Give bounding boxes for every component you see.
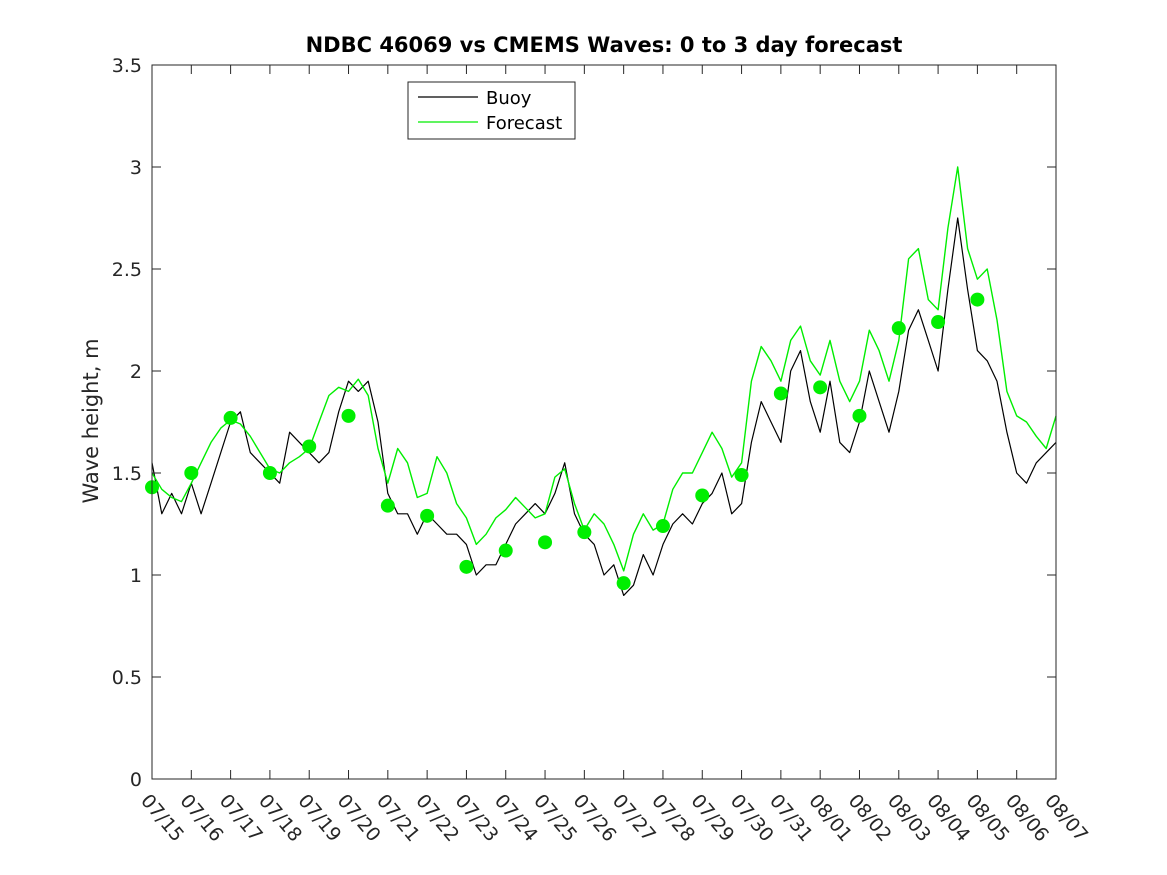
y-tick-label: 2 [130,361,142,383]
forecast-marker [616,576,631,591]
legend: Buoy Forecast [407,81,576,140]
forecast-marker [655,519,670,534]
y-tick-label: 3.5 [112,55,142,77]
forecast-marker [734,468,749,483]
y-tick-label: 1 [130,565,142,587]
forecast-marker [459,559,474,574]
forecast-marker [184,466,199,480]
y-tick-label: 2.5 [112,259,142,281]
forecast-marker [538,535,553,550]
y-axis-label: Wave height, m [79,338,103,503]
forecast-marker [498,543,513,558]
y-tick-label: 0.5 [112,667,142,689]
forecast-marker [891,321,906,336]
forecast-marker [773,386,788,401]
forecast-marker [931,315,946,330]
legend-box [407,81,576,140]
forecast-marker [970,292,985,307]
forecast-marker [341,408,356,423]
forecast-marker [813,380,828,395]
forecast-marker [380,498,395,513]
plot-data-layer [145,166,1057,596]
y-tick-label: 3 [130,157,142,179]
forecast-marker [695,488,710,503]
y-tick-label: 1.5 [112,463,142,485]
plot-frame [151,64,1057,780]
chart-title: NDBC 46069 vs CMEMS Waves: 0 to 3 day fo… [306,33,903,57]
forecast-marker [223,410,238,425]
series-line-forecast [151,166,1057,572]
forecast-marker [302,439,317,454]
forecast-marker [852,408,867,423]
forecast-marker [420,508,435,523]
forecast-marker [262,466,277,480]
y-tick-label: 0 [130,769,142,791]
legend-label-buoy: Buoy [486,88,532,109]
forecast-marker [577,525,592,540]
legend-label-forecast: Forecast [486,113,562,134]
